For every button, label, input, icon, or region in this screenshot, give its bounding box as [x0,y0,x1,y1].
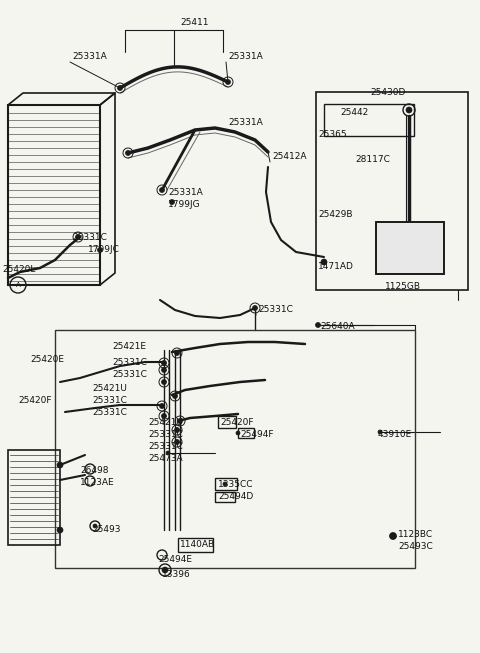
Bar [55,330,415,568]
Bar [215,478,237,490]
Circle shape [162,567,168,573]
Text: 25412A: 25412A [272,152,307,161]
Text: 25494F: 25494F [240,430,274,439]
Text: 1471AD: 1471AD [318,262,354,271]
Text: 25494D: 25494D [218,492,253,501]
Circle shape [252,306,257,310]
Circle shape [315,323,321,328]
Text: 25331C: 25331C [148,430,183,439]
Circle shape [97,247,103,253]
Text: 25640A: 25640A [320,322,355,331]
Bar [324,104,414,136]
Text: 25493C: 25493C [398,542,433,551]
Text: 25331C: 25331C [112,370,147,379]
Bar [316,92,468,290]
Text: 25429B: 25429B [318,210,352,219]
Text: 1123BC: 1123BC [398,530,433,539]
Circle shape [172,394,178,398]
Text: 25442: 25442 [340,108,368,117]
Text: 26498: 26498 [80,466,108,475]
Circle shape [118,86,122,91]
Text: 25421U: 25421U [92,384,127,393]
Text: 25420F: 25420F [18,396,51,405]
Text: 25430D: 25430D [370,88,406,97]
Text: 1123AE: 1123AE [80,478,115,487]
Circle shape [236,431,240,435]
Text: 25331C: 25331C [72,233,107,242]
Text: 25420E: 25420E [30,355,64,364]
Text: 25421E: 25421E [112,342,146,351]
Circle shape [169,200,175,204]
Circle shape [93,524,97,528]
Bar [215,492,235,502]
Circle shape [159,187,165,193]
Text: 13396: 13396 [162,570,191,579]
Text: 25421U: 25421U [148,418,183,427]
Circle shape [226,80,230,84]
Circle shape [57,462,63,468]
Bar [178,538,213,552]
Circle shape [57,527,63,533]
Text: 1799JG: 1799JG [168,200,201,209]
Text: 25493: 25493 [92,525,120,534]
Circle shape [175,428,180,432]
Text: 25365: 25365 [318,130,347,139]
Bar [376,222,444,274]
Text: 25331A: 25331A [228,52,263,61]
Text: 1335CC: 1335CC [218,480,253,489]
Text: 1799JC: 1799JC [88,245,120,254]
Circle shape [175,351,180,355]
Circle shape [166,451,170,455]
Text: 25473A: 25473A [148,454,182,463]
Text: 25420L: 25420L [2,265,36,274]
Circle shape [178,419,182,424]
Text: 25331C: 25331C [148,442,183,451]
Circle shape [161,379,167,385]
Text: 28117C: 28117C [355,155,390,164]
Text: 25331A: 25331A [228,118,263,127]
Bar [376,222,444,274]
Bar [218,416,236,428]
Circle shape [75,234,81,240]
Bar [238,428,254,438]
Text: 25420F: 25420F [220,418,253,427]
Circle shape [406,107,412,113]
Circle shape [175,439,180,445]
Circle shape [389,532,396,539]
Circle shape [161,413,167,419]
Text: 25331C: 25331C [92,408,127,417]
Circle shape [161,360,167,366]
Circle shape [125,150,131,155]
Bar [8,450,60,545]
Circle shape [378,430,382,434]
Text: 25411: 25411 [181,18,209,27]
Text: 43910E: 43910E [378,430,412,439]
Text: 1140AB: 1140AB [180,540,215,549]
Text: 25331A: 25331A [72,52,107,61]
Text: A: A [16,282,20,288]
Circle shape [159,404,165,409]
Text: 1125GB: 1125GB [385,282,421,291]
Text: 25331C: 25331C [258,305,293,314]
Text: 25331A: 25331A [168,188,203,197]
Text: 25331C: 25331C [92,396,127,405]
Circle shape [223,482,227,486]
Circle shape [161,368,167,372]
Text: 25331C: 25331C [112,358,147,367]
Text: 25494E: 25494E [158,555,192,564]
Circle shape [321,259,327,265]
Bar [8,105,100,285]
